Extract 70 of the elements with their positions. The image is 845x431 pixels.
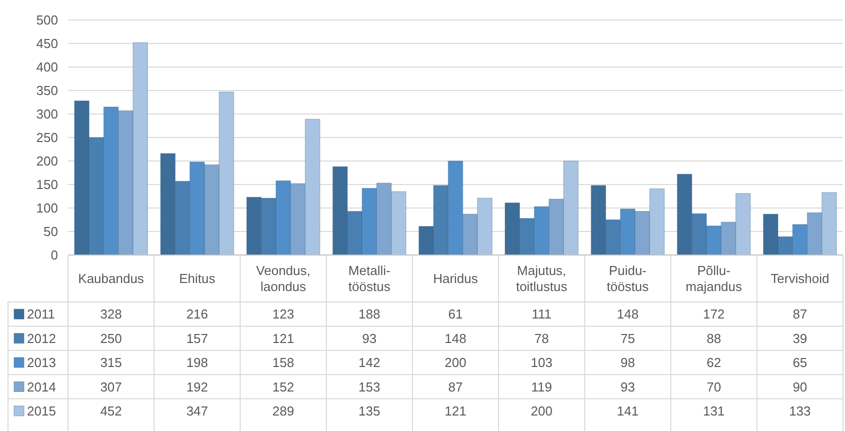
- data-label: 158: [272, 355, 294, 370]
- data-label: 172: [702, 306, 725, 322]
- data-label: 289: [272, 403, 294, 418]
- y-tick-label: 300: [36, 106, 58, 122]
- x-tick-label: Kaubandus: [78, 271, 144, 286]
- y-tick-label: 350: [36, 83, 58, 98]
- data-label: 198: [186, 355, 208, 370]
- data-label: 153: [358, 379, 380, 394]
- legend-label: 2011: [27, 306, 55, 322]
- data-label: 61: [448, 306, 463, 322]
- data-label: 39: [792, 330, 808, 346]
- y-tick-label: 250: [36, 130, 58, 146]
- x-tick-label: Tervishoid: [770, 271, 830, 286]
- y-tick-label: 50: [44, 224, 58, 240]
- data-label: 141: [616, 403, 639, 418]
- y-tick-label: 200: [36, 154, 58, 169]
- data-label: 119: [531, 379, 552, 394]
- y-tick-label: 500: [36, 12, 58, 28]
- x-tick-label: Veondus, laondus: [256, 263, 310, 294]
- data-label: 75: [620, 330, 635, 346]
- data-label: 93: [620, 379, 635, 394]
- data-label: 142: [358, 355, 380, 370]
- y-tick-label: 400: [36, 60, 58, 75]
- data-label: 87: [792, 306, 808, 322]
- data-label: 70: [706, 379, 722, 394]
- y-tick-label: 0: [50, 248, 58, 263]
- data-label: 93: [362, 330, 377, 346]
- data-label: 135: [358, 403, 380, 418]
- data-label: 65: [792, 355, 808, 370]
- data-label: 200: [530, 403, 552, 418]
- x-tick-label: Puidu-tööstus: [606, 263, 650, 294]
- x-tick-label: Majutus, toitlustus: [516, 263, 568, 294]
- data-label: 90: [792, 379, 808, 394]
- data-label: 250: [100, 330, 122, 346]
- data-label: 200: [444, 355, 466, 370]
- data-label: 192: [186, 379, 208, 394]
- x-tick-label: Metalli-tööstus: [348, 263, 391, 294]
- y-tick-label: 150: [36, 177, 58, 192]
- data-label: 131: [702, 403, 725, 418]
- data-label: 103: [530, 355, 552, 370]
- legend-label: 2014: [27, 379, 56, 394]
- data-label: 216: [186, 306, 208, 322]
- y-tick-label: 100: [36, 200, 58, 216]
- y-tick-label: 450: [36, 36, 58, 52]
- x-tick-label: Põllu-majandus: [686, 263, 743, 294]
- data-label: 88: [706, 330, 722, 346]
- data-label: 87: [448, 379, 463, 394]
- data-label: 347: [186, 403, 208, 418]
- data-label: 121: [272, 330, 294, 346]
- data-label: 62: [706, 355, 722, 370]
- legend-label: 2012: [27, 330, 56, 346]
- data-label: 111: [532, 306, 552, 322]
- data-label: 328: [100, 306, 122, 322]
- data-label: 188: [358, 306, 380, 322]
- data-label: 123: [272, 306, 294, 322]
- data-label: 152: [272, 379, 294, 394]
- legend-label: 2013: [27, 355, 56, 370]
- data-label: 157: [186, 330, 208, 346]
- x-tick-label: Ehitus: [179, 271, 216, 286]
- data-label: 98: [620, 355, 635, 370]
- data-label: 148: [616, 306, 639, 322]
- data-label: 307: [100, 379, 122, 394]
- data-label: 121: [444, 403, 466, 418]
- data-label: 148: [444, 330, 466, 346]
- legend-label: 2015: [27, 403, 56, 418]
- data-label: 452: [100, 403, 122, 418]
- data-label: 78: [534, 330, 549, 346]
- x-tick-label: Haridus: [433, 271, 478, 286]
- data-label: 133: [789, 403, 811, 418]
- data-label: 315: [100, 355, 122, 370]
